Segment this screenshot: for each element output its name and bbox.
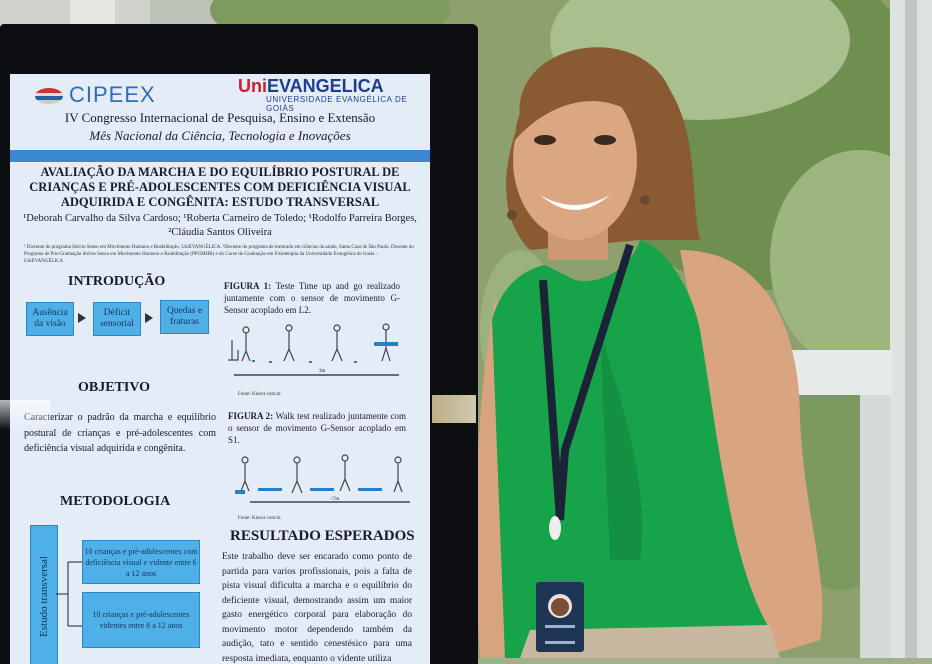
window-frame — [780, 0, 932, 658]
figure2-walking-illustration: >7m — [235, 454, 410, 503]
figure2-text: Walk test realizado juntamente com o sen… — [228, 411, 406, 445]
figure1-distance: 3m — [319, 369, 326, 374]
results-heading: RESULTADO ESPERADOS — [230, 528, 415, 544]
intro-step: Quedas e fraturas — [160, 300, 209, 334]
figure1-source: Fonte: Kinect.com.br. — [238, 392, 282, 397]
arrow-right-icon — [145, 313, 153, 323]
congress-name: IV Congresso Internacional de Pesquisa, … — [64, 110, 376, 125]
affiliations: ¹ Discente do programa Stricto Sensu em … — [24, 245, 414, 264]
study-type-label: Estudo transversal — [37, 555, 50, 637]
figure1-text: Teste Time up and go realizado juntament… — [224, 281, 400, 315]
university-name: UNIVERSIDADE EVANGÉLICA DE GOIÁS — [266, 95, 408, 113]
authors: ¹Deborah Carvalho da Silva Cardoso; ¹Rob… — [23, 213, 417, 238]
cipeex-logo-icon — [35, 88, 63, 104]
light-reflection — [432, 395, 476, 423]
connector-lines — [56, 561, 82, 627]
figure1-label: FIGURA 1: — [224, 281, 272, 291]
methodology-heading: METODOLOGIA — [60, 494, 171, 509]
blue-band — [10, 150, 430, 162]
figure1-caption: FIGURA 1: Teste Time up and go realizado… — [224, 280, 400, 316]
poster: CIPEEX UniEVANGELICA UNIVERSIDADE EVANGÉ… — [10, 74, 430, 664]
figure2-label: FIGURA 2: — [228, 411, 274, 421]
objective-text: Caracterizar o padrão da marcha e equilí… — [24, 412, 216, 454]
intro-step: Ausência da visão — [26, 302, 74, 336]
intro-step: Déficit sensorial — [93, 302, 141, 336]
unievangelica-logo: UniEVANGELICA — [238, 76, 384, 97]
results-text: Este trabalho deve ser encarado como pon… — [222, 552, 412, 664]
light-glare — [0, 400, 50, 430]
poster-title: AVALIAÇÃO DA MARCHA E DO EQUILÍBRIO POST… — [29, 165, 411, 209]
objective-heading: OBJETIVO — [78, 380, 151, 395]
figure2-caption: FIGURA 2: Walk test realizado juntamente… — [228, 410, 406, 446]
figure2-source: Fonte: Kinect.com.br. — [238, 516, 282, 521]
figure2-distance: >7m — [330, 497, 339, 502]
arrow-right-icon — [78, 313, 86, 323]
study-type-box: Estudo transversal — [30, 525, 58, 664]
figure1-walking-illustration: 3m — [228, 323, 399, 376]
person — [475, 47, 823, 658]
event-subtitle: Mês Nacional da Ciência, Tecnologia e In… — [89, 128, 351, 143]
group-box: 10 crianças e pré-adolescentes videntes … — [82, 592, 200, 648]
logo-main: EVANGELICA — [267, 76, 384, 96]
group-box: 10 crianças e pré-adolescentes com defic… — [82, 540, 200, 584]
intro-heading: INTRODUÇÃO — [68, 274, 166, 289]
cipeex-logo-text: CIPEEX — [69, 82, 156, 107]
cipeex-logo: CIPEEX — [35, 82, 156, 108]
logo-prefix: Uni — [238, 76, 267, 96]
